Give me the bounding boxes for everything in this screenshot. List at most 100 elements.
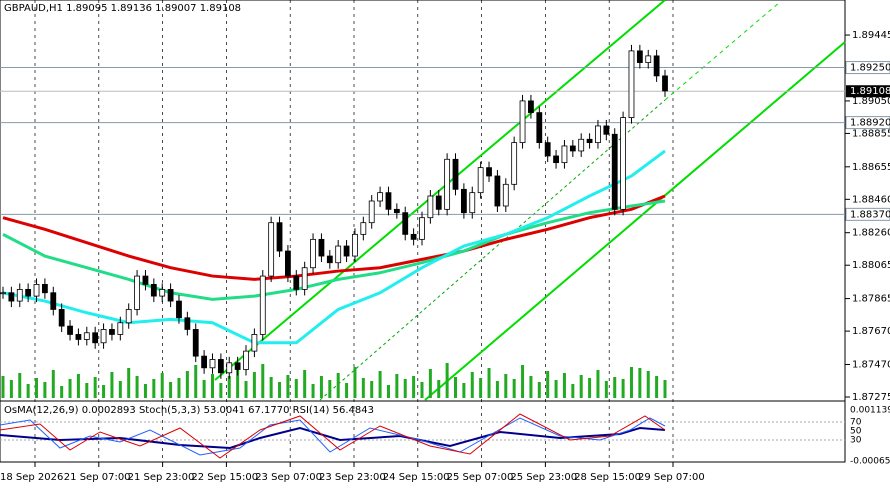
candle-body bbox=[511, 142, 518, 185]
level-label: 1.89250 bbox=[850, 63, 890, 74]
candle-body bbox=[167, 289, 174, 302]
candle-body bbox=[134, 275, 140, 310]
osc-label: 70 bbox=[850, 418, 862, 428]
volume-bar bbox=[244, 381, 248, 398]
candle-body bbox=[259, 275, 266, 335]
volume-bar bbox=[26, 384, 30, 398]
candle-body bbox=[595, 125, 601, 144]
candle-body bbox=[234, 362, 241, 370]
time-label: 18 Sep 2026 bbox=[0, 472, 63, 483]
candle-body bbox=[603, 125, 610, 135]
volume-bar bbox=[403, 379, 407, 398]
candle-body bbox=[184, 317, 191, 330]
candle-body bbox=[528, 100, 534, 113]
candle-body bbox=[586, 138, 593, 144]
candle-body bbox=[285, 250, 291, 277]
volume-bar bbox=[571, 384, 575, 398]
ma-red bbox=[2, 194, 666, 281]
volume-bar bbox=[420, 382, 424, 398]
volume-bar bbox=[655, 376, 659, 398]
volume-bar bbox=[546, 371, 550, 398]
volume-bar bbox=[319, 376, 323, 398]
volume-bar bbox=[286, 375, 290, 398]
volume-bar bbox=[51, 370, 55, 398]
volume-bar bbox=[311, 384, 315, 398]
candle-body bbox=[561, 145, 568, 164]
price-label: 1.88855 bbox=[852, 128, 890, 139]
volume-bar bbox=[60, 386, 64, 398]
candle-body bbox=[393, 208, 400, 214]
volume-bar bbox=[210, 374, 214, 398]
volume-bar bbox=[303, 370, 307, 398]
candle-body bbox=[217, 359, 224, 374]
candle-body bbox=[636, 50, 643, 63]
volume-bar bbox=[646, 371, 650, 398]
volume-bar bbox=[18, 373, 22, 398]
volume-bar bbox=[252, 372, 256, 398]
candle-body bbox=[385, 192, 392, 210]
price-label: 1.88460 bbox=[852, 194, 890, 205]
candle-body bbox=[368, 200, 375, 224]
osc-label: 30 bbox=[850, 436, 862, 446]
volume-bar bbox=[537, 382, 541, 398]
level-box bbox=[845, 61, 890, 75]
volume-bar bbox=[43, 382, 47, 398]
candle-body bbox=[226, 362, 233, 374]
price-label: 1.87670 bbox=[852, 326, 890, 337]
volume-bar bbox=[202, 380, 206, 398]
volume-bar bbox=[638, 368, 642, 398]
volume-bar bbox=[294, 379, 298, 398]
volume-bar bbox=[554, 380, 558, 398]
candle-body bbox=[301, 267, 308, 290]
candle-body bbox=[469, 192, 476, 214]
candle-body bbox=[662, 75, 668, 92]
candle-body bbox=[402, 212, 409, 235]
candle-body bbox=[318, 238, 325, 257]
candle-body bbox=[276, 222, 283, 252]
candle-body bbox=[486, 167, 492, 177]
candle-body bbox=[653, 55, 660, 77]
volume-bar bbox=[110, 372, 114, 398]
volume-bar bbox=[596, 370, 600, 398]
volume-bar bbox=[185, 371, 189, 398]
candle-body bbox=[553, 155, 559, 164]
volume-bar bbox=[504, 374, 508, 398]
volume-bar bbox=[562, 373, 566, 398]
candle-body bbox=[251, 334, 258, 352]
candle-body bbox=[0, 292, 6, 295]
candle-body bbox=[460, 188, 467, 214]
candle-body bbox=[494, 175, 501, 207]
volume-bar bbox=[470, 372, 474, 398]
candle-body bbox=[16, 289, 23, 302]
volume-bar bbox=[76, 374, 80, 398]
volume-bar bbox=[629, 367, 633, 398]
time-label: 24 Sep 15:00 bbox=[383, 472, 450, 483]
candle-body bbox=[268, 222, 275, 277]
time-label: 25 Sep 23:00 bbox=[510, 472, 577, 483]
time-label: 21 Sep 07:00 bbox=[64, 472, 131, 483]
candle-body bbox=[377, 192, 383, 202]
volume-bar bbox=[428, 369, 432, 398]
volume-bar bbox=[261, 364, 265, 398]
candle-body bbox=[8, 292, 15, 302]
candle-body bbox=[92, 332, 99, 344]
volume-bar bbox=[588, 378, 592, 398]
candle-body bbox=[410, 233, 417, 240]
ma-green bbox=[2, 199, 666, 301]
time-label: 25 Sep 07:00 bbox=[447, 472, 514, 483]
volume-bar bbox=[361, 378, 365, 398]
candle-body bbox=[536, 112, 543, 144]
ma-cyan bbox=[2, 149, 666, 345]
symbol-info: GBPAUD,H1 1.89095 1.89136 1.89007 1.8910… bbox=[4, 3, 241, 14]
volume-bar bbox=[663, 380, 667, 398]
volume-bar bbox=[177, 378, 181, 398]
volume-bar bbox=[386, 385, 390, 398]
volume-bar bbox=[93, 377, 97, 398]
candle-body bbox=[352, 233, 358, 257]
volume-bar bbox=[621, 379, 625, 398]
volume-bar bbox=[495, 381, 499, 398]
time-label: 22 Sep 15:00 bbox=[191, 472, 258, 483]
candle-body bbox=[452, 158, 459, 190]
candle-body bbox=[645, 55, 652, 63]
